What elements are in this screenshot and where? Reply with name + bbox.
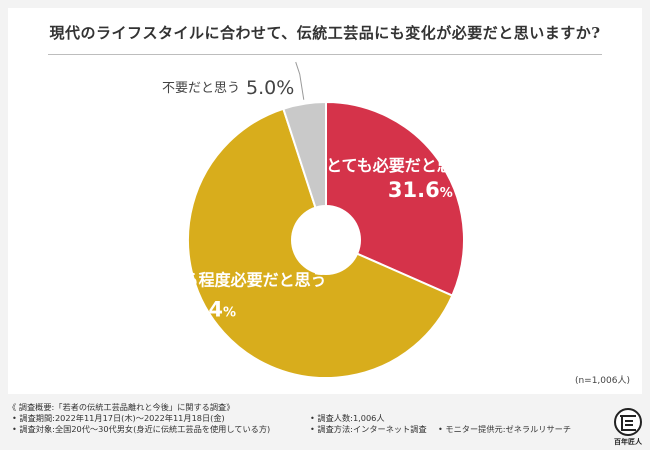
title-underline bbox=[48, 54, 602, 55]
value-somewhat-necessary-unit: % bbox=[223, 306, 236, 321]
survey-respondents: • 調査人数:1,006人 bbox=[310, 413, 385, 423]
brand-mark-icon bbox=[614, 408, 642, 436]
survey-provider: • モニター提供元:ゼネラルリサーチ bbox=[438, 424, 572, 434]
value-very-necessary-unit: % bbox=[440, 186, 453, 201]
value-very-necessary: 31.6% bbox=[388, 178, 453, 202]
survey-heading: 《 調査概要:「若者の伝統工芸品離れと今後」に関する調査》 bbox=[8, 402, 235, 412]
value-not-necessary-number: 5.0% bbox=[246, 77, 294, 99]
slice-not-necessary bbox=[282, 100, 327, 241]
label-somewhat-necessary: ある程度必要だと思う bbox=[167, 271, 327, 290]
small-slice-leader-line bbox=[295, 61, 305, 100]
brand-logo: 百年匠人 bbox=[611, 407, 645, 447]
chart-panel: 現代のライフスタイルに合わせて、伝統工芸品にも変化が必要だと思いますか? とても… bbox=[8, 8, 642, 394]
donut-hole bbox=[291, 205, 361, 275]
value-not-necessary: 5.0% bbox=[246, 77, 294, 99]
donut-chart: とても必要だと思う 31.6% ある程度必要だと思う 63.4% 不要だと思う … bbox=[162, 61, 469, 379]
value-somewhat-necessary: 63.4% bbox=[171, 298, 236, 322]
survey-period: • 調査期間:2022年11月17日(木)〜2022年11月18日(金) bbox=[12, 413, 225, 423]
sample-size-note: (n=1,006人) bbox=[574, 376, 630, 386]
survey-target: • 調査対象:全国20代〜30代男女(身近に伝統工芸品を使用している方) bbox=[12, 424, 271, 434]
slice-very-necessary bbox=[325, 100, 465, 297]
label-very-necessary: とても必要だと思う bbox=[326, 156, 469, 175]
label-not-necessary: 不要だと思う bbox=[162, 81, 240, 96]
chart-title: 現代のライフスタイルに合わせて、伝統工芸品にも変化が必要だと思いますか? bbox=[49, 24, 601, 42]
survey-method: • 調査方法:インターネット調査 bbox=[310, 424, 427, 434]
value-somewhat-necessary-number: 63.4 bbox=[171, 298, 223, 322]
brand-name: 百年匠人 bbox=[614, 438, 642, 446]
value-very-necessary-number: 31.6 bbox=[388, 178, 440, 202]
survey-summary: 《 調査概要:「若者の伝統工芸品離れと今後」に関する調査》 • 調査期間:202… bbox=[8, 402, 608, 448]
